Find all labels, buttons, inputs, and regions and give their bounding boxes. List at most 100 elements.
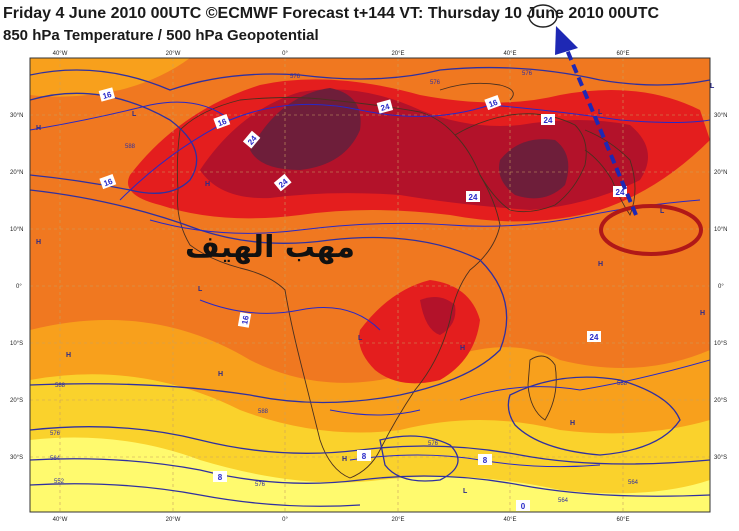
lon-tick: 20°W bbox=[166, 517, 181, 523]
geo-label: 564 bbox=[50, 456, 61, 462]
temp-label: 8 bbox=[478, 454, 492, 465]
svg-text:8: 8 bbox=[483, 456, 488, 465]
geo-label: 552 bbox=[54, 479, 65, 485]
temp-label: 8 bbox=[213, 471, 227, 482]
high-center: H bbox=[342, 456, 347, 463]
temp-label: 8 bbox=[357, 450, 371, 461]
temp-label: 24 bbox=[466, 191, 480, 202]
lon-tick: 20°E bbox=[391, 517, 404, 523]
lat-tick: 30°S bbox=[714, 455, 727, 461]
low-center: L bbox=[132, 111, 137, 118]
contour-576-cutoff bbox=[379, 435, 459, 482]
high-center: H bbox=[36, 239, 41, 246]
high-center: H bbox=[460, 345, 465, 352]
highlight-ellipse bbox=[599, 204, 703, 256]
lat-tick: 30°S bbox=[10, 455, 23, 461]
axis-labels: 40°W 20°W 0° 20°E 40°E 60°E 40°W 20°W 0°… bbox=[10, 51, 727, 523]
svg-text:16: 16 bbox=[487, 98, 499, 110]
pressure-centers: H L H H L H L H H H H L H H L L L bbox=[36, 83, 715, 495]
geo-label: 576 bbox=[428, 441, 439, 447]
temp-label: 16 bbox=[213, 113, 231, 130]
arabic-annotation: مهب الهيف bbox=[185, 230, 355, 265]
lat-tick: 20°N bbox=[714, 170, 727, 176]
svg-text:8: 8 bbox=[218, 473, 223, 482]
svg-text:24: 24 bbox=[616, 188, 625, 197]
svg-text:24: 24 bbox=[469, 193, 478, 202]
svg-text:16: 16 bbox=[240, 314, 251, 325]
chart-title: Friday 4 June 2010 00UTC ©ECMWF Forecast… bbox=[3, 5, 660, 22]
contour-24-south bbox=[149, 199, 701, 234]
africa-coast bbox=[176, 97, 501, 479]
high-center: H bbox=[218, 371, 223, 378]
lat-tick: 0° bbox=[718, 284, 724, 290]
lon-tick: 0° bbox=[282, 51, 288, 57]
high-center: H bbox=[570, 420, 575, 427]
lon-tick: 0° bbox=[282, 517, 288, 523]
lat-tick: 0° bbox=[16, 284, 22, 290]
contour-16-central bbox=[199, 299, 381, 331]
lat-tick: 10°S bbox=[10, 341, 23, 347]
temp-label: 24 bbox=[541, 114, 555, 125]
geo-label: 576 bbox=[50, 431, 61, 437]
temp-label: 16 bbox=[99, 173, 117, 190]
svg-text:8: 8 bbox=[362, 452, 367, 461]
temperature-field bbox=[30, 58, 710, 512]
lon-tick: 40°E bbox=[503, 517, 516, 523]
low-center: L bbox=[463, 488, 468, 495]
svg-text:0: 0 bbox=[521, 502, 526, 511]
geo-label: 576 bbox=[255, 482, 266, 488]
contour-16-indian bbox=[459, 359, 710, 401]
lon-tick: 40°W bbox=[53, 517, 68, 523]
temp-label: 24 bbox=[613, 186, 627, 197]
lat-tick: 10°N bbox=[10, 227, 23, 233]
geo-label: 576 bbox=[522, 71, 533, 77]
lon-tick: 60°E bbox=[616, 51, 629, 57]
lat-tick: 20°N bbox=[10, 170, 23, 176]
pointer-arrowhead bbox=[555, 26, 578, 55]
east-africa-very-hot bbox=[420, 296, 456, 335]
temp-label: 16 bbox=[98, 87, 116, 102]
high-center: H bbox=[66, 352, 71, 359]
lon-tick: 20°E bbox=[391, 51, 404, 57]
svg-text:16: 16 bbox=[102, 177, 114, 189]
high-center: H bbox=[205, 181, 210, 188]
geo-label: 576 bbox=[430, 80, 441, 86]
lat-tick: 10°N bbox=[714, 227, 727, 233]
lon-tick: 40°E bbox=[503, 51, 516, 57]
geo-label: 588 bbox=[617, 381, 628, 387]
svg-text:24: 24 bbox=[590, 333, 599, 342]
contour-588-indian-ocean bbox=[507, 376, 681, 456]
madagascar-coast bbox=[527, 355, 557, 421]
svg-text:16: 16 bbox=[216, 117, 228, 129]
lat-tick: 20°S bbox=[10, 398, 23, 404]
geo-label: 564 bbox=[558, 498, 569, 504]
arabia-coast bbox=[454, 113, 587, 213]
contour-16-south-africa bbox=[329, 409, 421, 416]
lon-tick: 40°W bbox=[53, 51, 68, 57]
lat-tick: 30°N bbox=[714, 113, 727, 119]
lat-tick: 10°S bbox=[714, 341, 727, 347]
high-center: H bbox=[700, 310, 705, 317]
geo-label: 564 bbox=[628, 480, 639, 486]
lon-tick: 60°E bbox=[616, 517, 629, 523]
chart-subtitle: 850 hPa Temperature / 500 hPa Geopotenti… bbox=[3, 27, 319, 44]
geo-label: 588 bbox=[55, 383, 66, 389]
low-center: L bbox=[598, 109, 603, 116]
temp-label: 16 bbox=[237, 312, 252, 328]
svg-text:24: 24 bbox=[380, 102, 391, 113]
high-center: H bbox=[598, 261, 603, 268]
temp-label: 16 bbox=[484, 94, 502, 111]
map-frame bbox=[29, 57, 711, 513]
contour-24-belt bbox=[119, 103, 710, 201]
svg-text:16: 16 bbox=[102, 90, 113, 101]
contour-552-south bbox=[30, 483, 361, 507]
cold-zone bbox=[30, 437, 710, 512]
mediterranean-coast bbox=[439, 82, 514, 101]
temp-label: 24 bbox=[376, 99, 394, 114]
lon-tick: 20°W bbox=[166, 51, 181, 57]
svg-text:24: 24 bbox=[544, 116, 553, 125]
temp-label: 0 bbox=[516, 500, 530, 511]
india-coast bbox=[584, 129, 636, 216]
contour-16-north bbox=[30, 101, 231, 131]
